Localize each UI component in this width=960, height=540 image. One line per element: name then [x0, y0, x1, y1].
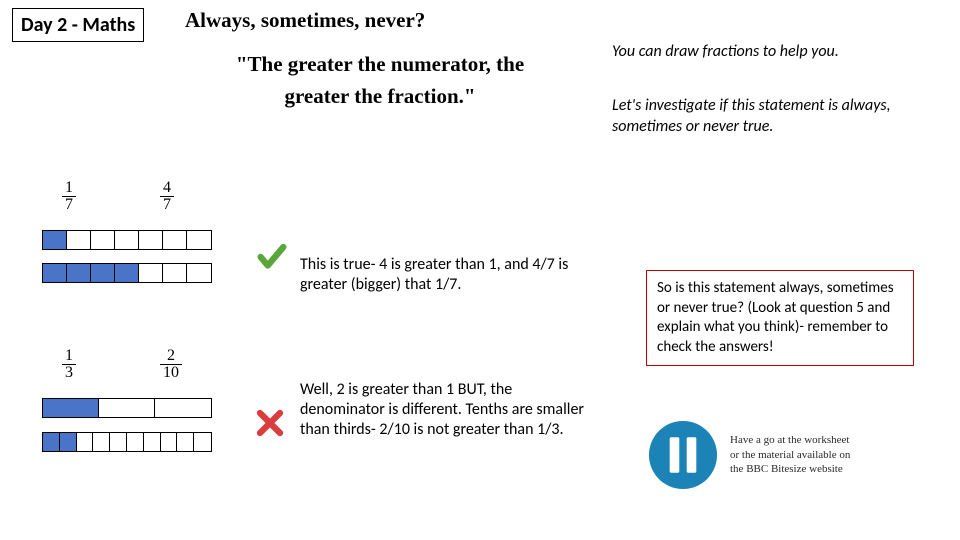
fraction-num: 2	[160, 348, 182, 365]
fraction-den: 7	[62, 197, 76, 213]
bar-cell	[163, 231, 187, 249]
fraction-num: 4	[160, 180, 174, 197]
fraction-den: 10	[160, 365, 182, 381]
pause-block: Have a go at the worksheet or the materi…	[646, 418, 914, 492]
bar-cell	[99, 399, 155, 417]
bar-cell	[161, 433, 178, 451]
bar-cell	[43, 264, 67, 282]
fraction-num: 1	[62, 180, 76, 197]
pause-line3: the BBC Bitesize website	[730, 462, 850, 477]
bar-cell	[115, 264, 139, 282]
investigate-text: Let's investigate if this statement is a…	[612, 96, 922, 138]
callout-box: So is this statement always, sometimes o…	[646, 270, 914, 366]
bar-cell	[127, 433, 144, 451]
hint-text: You can draw fractions to help you.	[612, 42, 922, 61]
bar-cell	[67, 264, 91, 282]
pause-line1: Have a go at the worksheet	[730, 433, 850, 448]
bar-cell	[93, 433, 110, 451]
bar-cell	[77, 433, 94, 451]
bar-cell	[43, 399, 99, 417]
question-heading: Always, sometimes, never?	[185, 8, 575, 33]
bar-cell	[115, 231, 139, 249]
bar-cell	[163, 264, 187, 282]
pause-icon	[646, 418, 720, 492]
bar-cell	[155, 399, 211, 417]
question-quote-line2: greater the fraction."	[185, 81, 575, 113]
question-quote-line1: "The greater the numerator, the	[185, 49, 575, 81]
fraction-label-4-7: 4 7	[160, 180, 174, 213]
bar-cell	[43, 433, 60, 451]
bar-cell	[60, 433, 77, 451]
fraction-den: 7	[160, 197, 174, 213]
bar-cell	[110, 433, 127, 451]
bar-cell	[91, 264, 115, 282]
fraction-bar-1-3	[42, 398, 212, 418]
bar-cell	[67, 231, 91, 249]
bar-cell	[187, 231, 211, 249]
example2-note: Well, 2 is greater than 1 BUT, the denom…	[300, 380, 600, 440]
fraction-bar-1-7	[42, 230, 212, 250]
cross-icon	[255, 408, 285, 443]
fraction-den: 3	[62, 365, 76, 381]
check-icon	[255, 240, 289, 279]
pause-line2: or the material available on	[730, 448, 850, 463]
bar-cell	[91, 231, 115, 249]
fraction-label-1-7: 1 7	[62, 180, 76, 213]
fraction-num: 1	[62, 348, 76, 365]
bar-cell	[194, 433, 211, 451]
bar-cell	[43, 231, 67, 249]
bar-cell	[139, 264, 163, 282]
bar-cell	[177, 433, 194, 451]
fraction-label-2-10: 2 10	[160, 348, 182, 381]
fraction-bar-2-10	[42, 432, 212, 452]
example1-note: This is true- 4 is greater than 1, and 4…	[300, 255, 600, 295]
fraction-label-1-3: 1 3	[62, 348, 76, 381]
pause-text: Have a go at the worksheet or the materi…	[730, 433, 850, 478]
bar-cell	[139, 231, 163, 249]
fraction-bar-4-7	[42, 263, 212, 283]
bar-cell	[144, 433, 161, 451]
bar-cell	[187, 264, 211, 282]
question-block: Always, sometimes, never? "The greater t…	[185, 8, 575, 112]
page-title: Day 2 - Maths	[12, 8, 144, 42]
